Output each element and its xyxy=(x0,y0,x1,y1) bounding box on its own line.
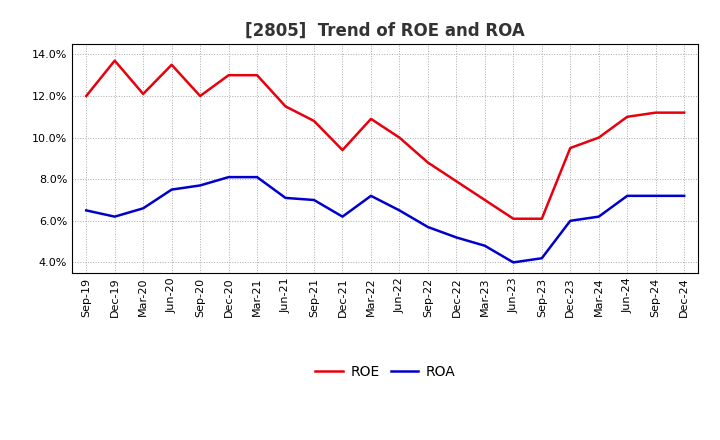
ROE xyxy=(366,116,375,121)
ROA xyxy=(509,260,518,265)
ROA xyxy=(537,256,546,261)
ROE xyxy=(395,135,404,140)
ROE xyxy=(253,73,261,78)
ROA xyxy=(338,214,347,219)
ROE xyxy=(537,216,546,221)
ROA xyxy=(395,208,404,213)
ROE xyxy=(310,118,318,124)
ROA xyxy=(253,175,261,180)
ROA xyxy=(595,214,603,219)
ROE xyxy=(338,147,347,153)
ROA xyxy=(282,195,290,201)
ROE xyxy=(509,216,518,221)
ROE xyxy=(196,93,204,99)
ROE xyxy=(452,179,461,184)
ROE xyxy=(623,114,631,119)
ROA xyxy=(310,198,318,203)
ROA xyxy=(366,193,375,198)
ROA xyxy=(680,193,688,198)
ROE xyxy=(480,198,489,203)
ROA xyxy=(566,218,575,224)
ROE xyxy=(282,104,290,109)
ROE xyxy=(566,145,575,150)
ROA xyxy=(623,193,631,198)
ROA xyxy=(139,205,148,211)
Line: ROE: ROE xyxy=(86,61,684,219)
Title: [2805]  Trend of ROE and ROA: [2805] Trend of ROE and ROA xyxy=(246,22,525,40)
ROE xyxy=(595,135,603,140)
ROA xyxy=(167,187,176,192)
ROE xyxy=(139,91,148,96)
ROA xyxy=(652,193,660,198)
ROA xyxy=(196,183,204,188)
ROA xyxy=(110,214,119,219)
ROA xyxy=(452,235,461,240)
ROA xyxy=(423,224,432,230)
ROE xyxy=(82,93,91,99)
ROE xyxy=(110,58,119,63)
ROA xyxy=(82,208,91,213)
ROA xyxy=(225,175,233,180)
ROE xyxy=(680,110,688,115)
ROE xyxy=(423,160,432,165)
Legend: ROE, ROA: ROE, ROA xyxy=(310,360,461,385)
ROE xyxy=(167,62,176,67)
ROE xyxy=(652,110,660,115)
Line: ROA: ROA xyxy=(86,177,684,262)
ROE xyxy=(225,73,233,78)
ROA xyxy=(480,243,489,249)
